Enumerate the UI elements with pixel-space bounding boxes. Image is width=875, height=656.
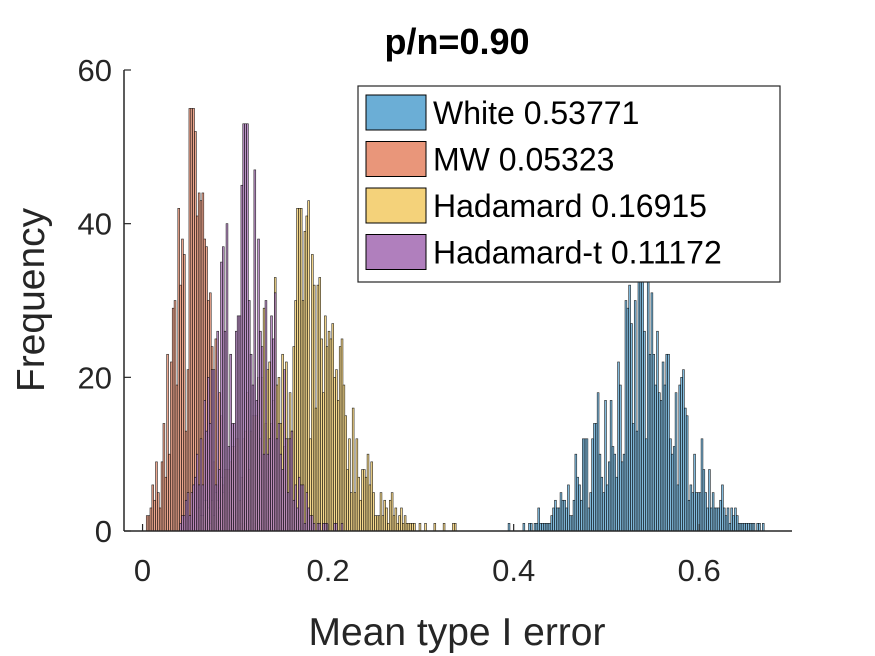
legend-label: MW 0.05323 [433,142,614,178]
histogram-bar [424,523,427,532]
histogram-bar [507,523,511,532]
histogram-bar [413,523,416,532]
x-tick-label: 0.4 [492,553,535,588]
x-tick-label: 0.2 [307,553,350,588]
histogram-bar [453,523,457,532]
y-tick-label: 0 [95,514,112,549]
legend-swatch [365,187,427,224]
histogram-bar [762,523,765,532]
y-tick-label: 40 [78,207,112,242]
axes [123,70,792,532]
chart-title: p/n=0.90 [384,21,529,62]
x-axis-title: Mean type I error [309,611,606,654]
histogram-bar [318,523,321,532]
histogram-bar [752,523,756,532]
legend-item: White 0.53771 [365,94,639,131]
y-tick-label: 20 [78,360,112,395]
legend-item: Hadamard-t 0.11172 [365,234,722,271]
legend-item: MW 0.05323 [365,141,614,178]
histogram-bar [530,523,533,532]
histogram-bar [312,523,316,532]
histogram-bar [522,523,526,532]
legend-swatch [365,141,427,177]
legend-item: Hadamard 0.16915 [365,187,707,224]
legend-box [357,85,781,283]
histogram-bar [335,523,338,532]
legend-label: White 0.53771 [433,95,639,131]
histogram-bar [442,523,446,532]
legend: White 0.53771 MW 0.05323 Hadamard 0.16915 H… [357,85,781,283]
x-tick-label: 0.6 [678,553,721,588]
legend-items: White 0.53771 MW 0.05323 Hadamard 0.16915 H… [365,94,722,271]
x-tick-label: 0 [134,553,151,588]
histogram-bar [340,523,344,532]
y-tick-label: 60 [78,53,112,88]
legend-label: Hadamard-t 0.11172 [433,235,722,271]
y-axis-title: Frequency [10,207,53,392]
legend-swatch [365,234,427,270]
histogram-bar [418,523,422,532]
legend-label: Hadamard 0.16915 [433,188,707,224]
ticks-layer: 0 0.2 0.4 0.6 0 20 40 60 [78,53,721,588]
histogram-bar [758,523,761,532]
histogram-bar [433,523,437,532]
legend-swatch [365,94,427,131]
